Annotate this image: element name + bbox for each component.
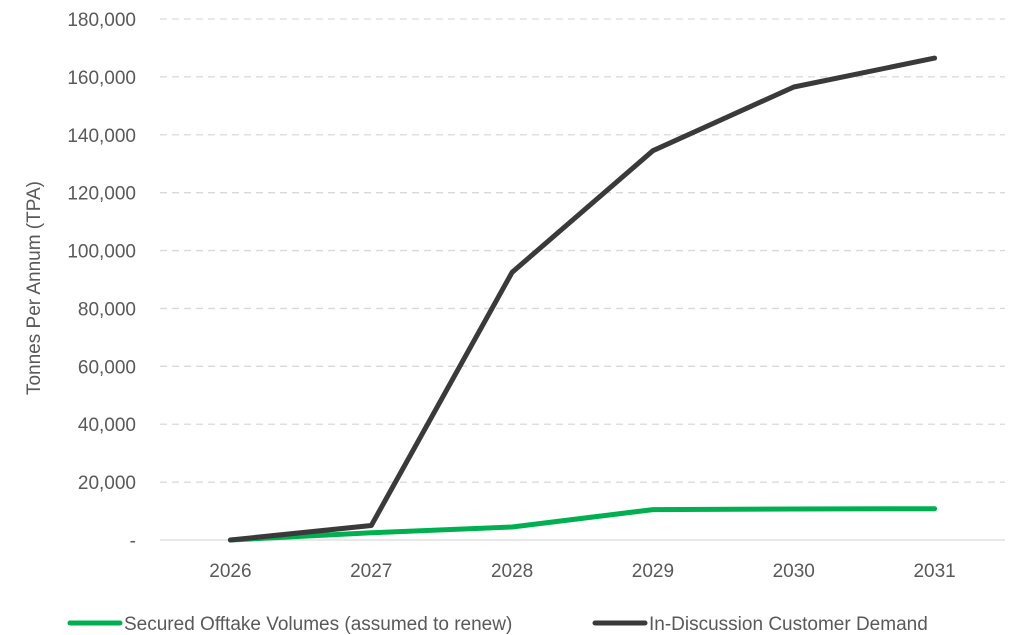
y-tick-label: 60,000	[78, 357, 136, 378]
y-tick-label: 100,000	[67, 242, 136, 263]
x-tick-label: 2031	[913, 561, 955, 582]
x-tick-label: 2030	[773, 561, 815, 582]
y-tick-label: 180,000	[67, 10, 136, 31]
x-tick-label: 2027	[350, 561, 392, 582]
legend: Secured Offtake Volumes (assumed to rene…	[67, 614, 928, 635]
y-tick-label: 20,000	[78, 473, 136, 494]
y-tick-label: 140,000	[67, 126, 136, 147]
x-tick-label: 2026	[209, 561, 251, 582]
series-line-2	[227, 55, 938, 543]
x-tick-label: 2029	[632, 561, 674, 582]
y-tick-label: -	[130, 531, 136, 552]
series-lines	[227, 55, 938, 543]
y-tick-label: 160,000	[67, 68, 136, 89]
y-axis-title: Tonnes Per Annum (TPA)	[24, 181, 45, 395]
legend-label-2: In-Discussion Customer Demand	[649, 614, 928, 635]
x-tick-label: 2028	[491, 561, 533, 582]
y-tick-label: 120,000	[67, 184, 136, 205]
y-tick-label: 80,000	[78, 299, 136, 320]
gridlines	[160, 18, 1005, 541]
y-tick-label: 40,000	[78, 415, 136, 436]
legend-label-1: Secured Offtake Volumes (assumed to rene…	[124, 614, 512, 635]
series-line-1	[227, 506, 938, 543]
x-axis-ticks: 2026 2027 2028 2029 2030 2031	[209, 561, 955, 582]
y-axis-ticks: - 20,000 40,000 60,000 80,000 100,000 120,000 1…	[67, 10, 136, 552]
